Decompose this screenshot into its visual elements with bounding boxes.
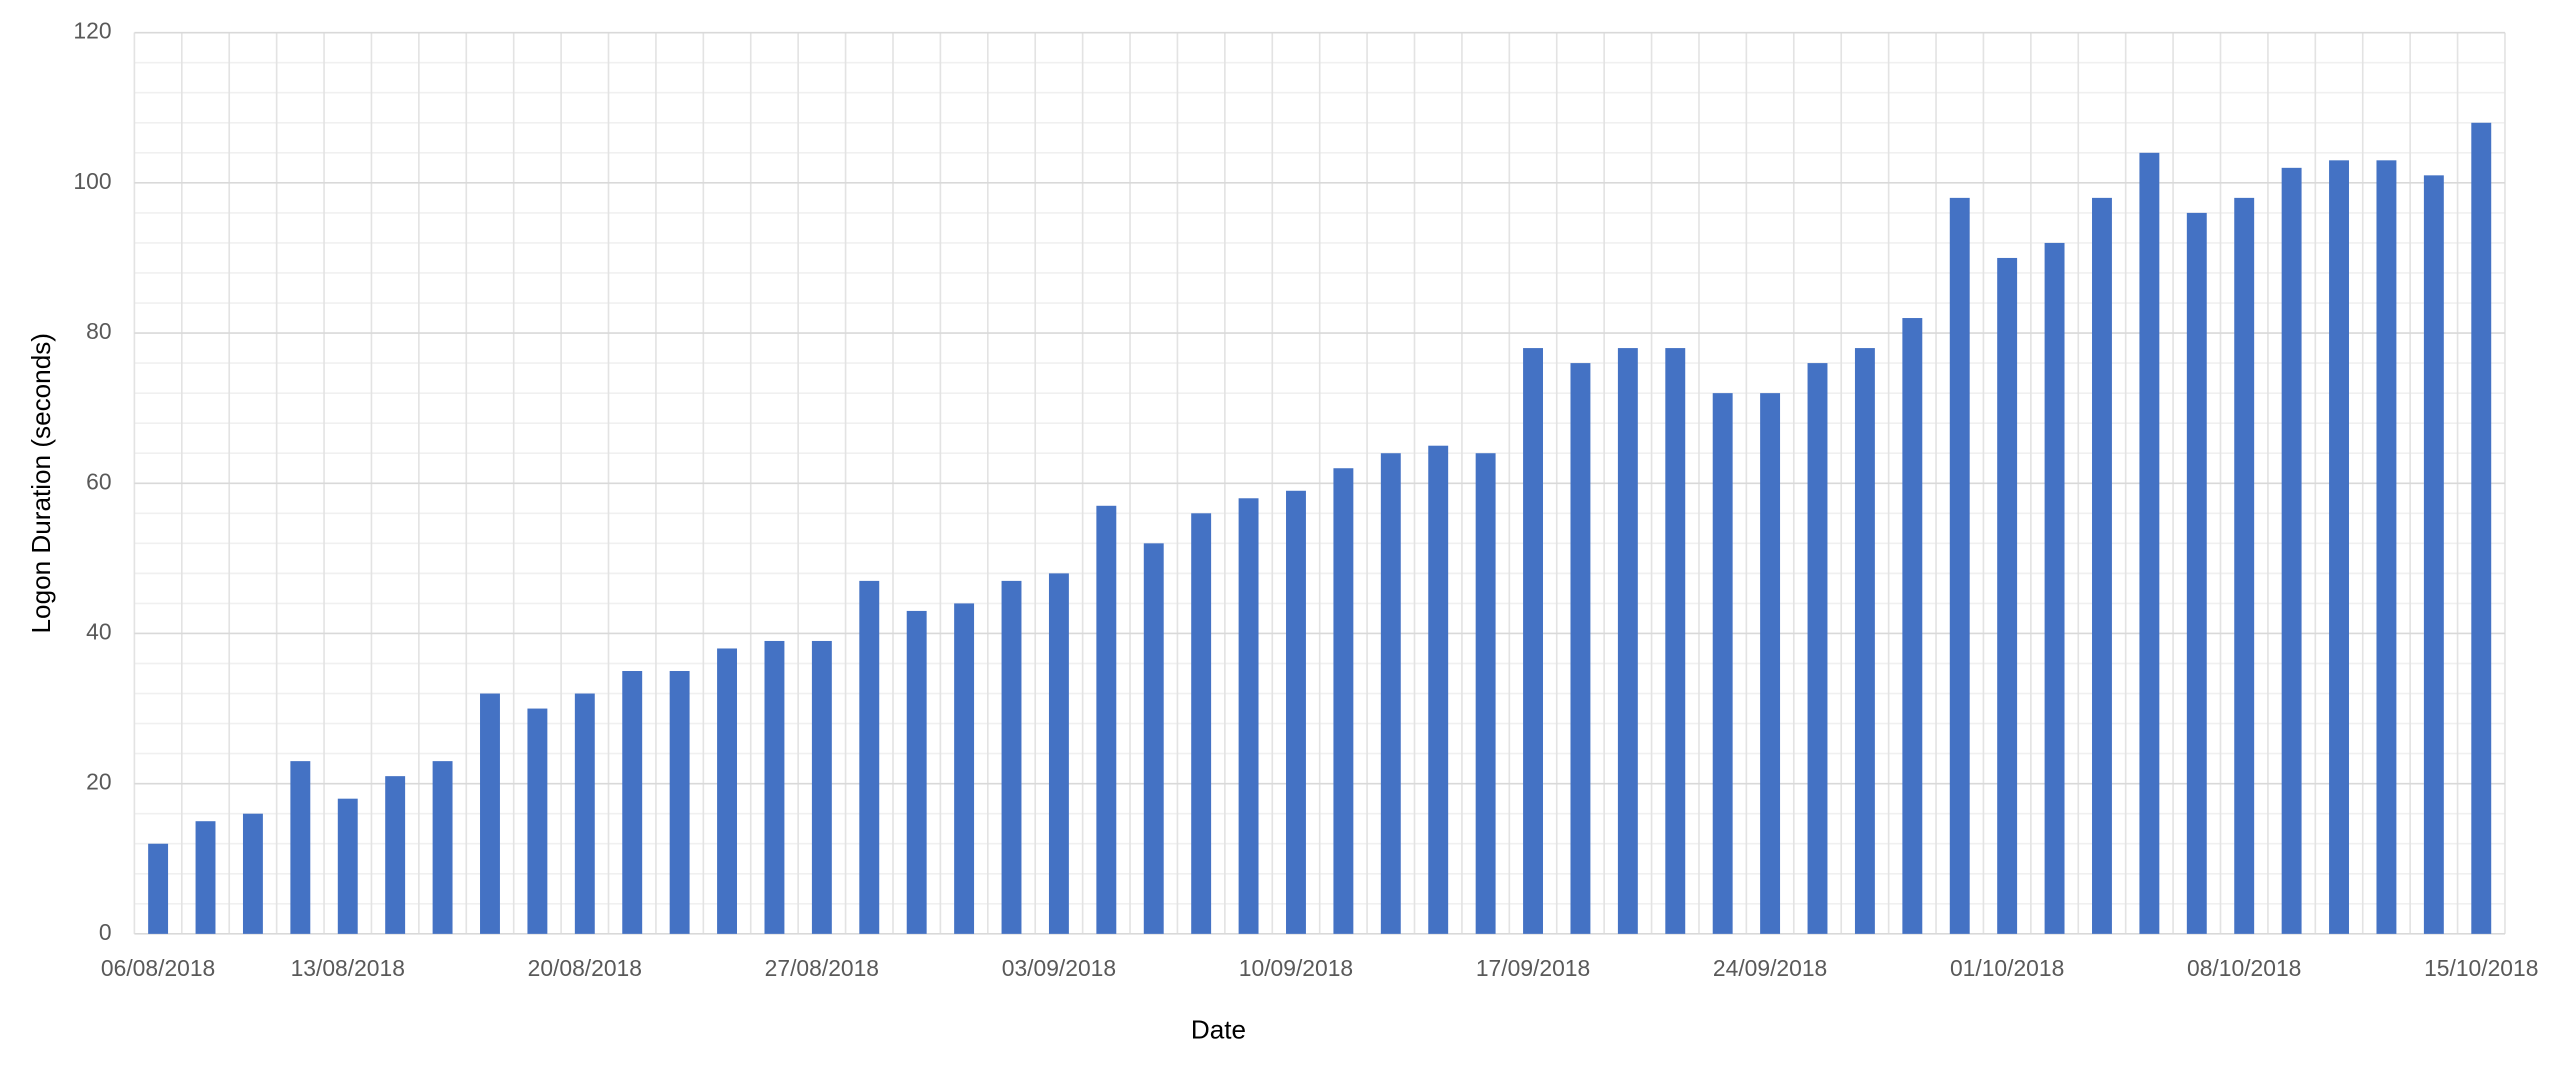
y-tick-label: 40 — [86, 618, 111, 644]
bar — [1286, 490, 1306, 934]
bar — [1807, 363, 1828, 934]
bar — [2139, 152, 2160, 934]
x-axis-title: Date — [1191, 1015, 1246, 1045]
y-tick-label: 0 — [99, 919, 112, 945]
bar — [385, 776, 406, 934]
bar — [859, 580, 880, 934]
x-tick-label: 17/09/2018 — [1476, 955, 1590, 981]
x-tick-label: 08/10/2018 — [2187, 955, 2301, 981]
bar — [954, 603, 975, 934]
bar — [1854, 348, 1875, 934]
y-tick-label: 60 — [86, 468, 111, 494]
x-tick-label: 15/10/2018 — [2424, 955, 2538, 981]
bar — [337, 798, 358, 934]
bar — [1191, 513, 1212, 934]
bar — [1333, 468, 1354, 934]
bar — [1096, 505, 1117, 934]
bar — [1143, 543, 1164, 934]
bar — [906, 610, 927, 934]
x-tick-label: 27/08/2018 — [765, 955, 879, 981]
bar — [811, 640, 832, 934]
bar — [2329, 160, 2349, 934]
bar — [148, 843, 169, 934]
bar — [622, 671, 643, 934]
bar — [1380, 453, 1401, 934]
x-tick-label: 20/08/2018 — [528, 955, 642, 981]
x-tick-label: 03/09/2018 — [1002, 955, 1116, 981]
bar — [574, 693, 595, 934]
bar — [527, 708, 548, 934]
bar — [1997, 257, 2018, 934]
y-tick-label: 20 — [86, 769, 111, 795]
bar — [2186, 212, 2207, 934]
x-tick-label: 10/09/2018 — [1239, 955, 1353, 981]
bar — [1475, 453, 1496, 934]
bar — [1949, 197, 1970, 934]
bar — [290, 761, 311, 934]
bar — [2471, 122, 2492, 934]
bar — [1665, 348, 1686, 934]
bar — [669, 671, 690, 934]
bar — [1048, 573, 1069, 934]
bar — [2234, 197, 2255, 934]
bar — [1523, 348, 1543, 934]
bar — [1428, 445, 1449, 934]
bar — [242, 813, 263, 934]
bar — [432, 761, 453, 934]
bar — [1712, 393, 1733, 934]
x-tick-label: 06/08/2018 — [101, 955, 215, 981]
bar — [2423, 175, 2444, 934]
bar — [764, 640, 785, 934]
bar — [480, 693, 500, 934]
bar — [1617, 348, 1638, 934]
bar — [1570, 363, 1591, 934]
bar — [717, 648, 737, 934]
x-tick-label: 13/08/2018 — [291, 955, 405, 981]
bar — [195, 821, 216, 934]
bar — [1001, 580, 1022, 934]
x-tick-label: 01/10/2018 — [1950, 955, 2064, 981]
bar — [1760, 393, 1781, 934]
y-tick-label: 80 — [86, 318, 111, 344]
y-axis-title: Logon Duration (seconds) — [26, 333, 56, 633]
bar — [2376, 160, 2397, 934]
bar — [1902, 318, 1923, 934]
y-tick-label: 120 — [73, 18, 111, 44]
bar — [1238, 498, 1259, 934]
y-tick-label: 100 — [73, 168, 111, 194]
bar — [2092, 197, 2112, 934]
x-tick-label: 24/09/2018 — [1713, 955, 1827, 981]
bar — [2281, 167, 2302, 934]
bar — [2044, 242, 2065, 934]
